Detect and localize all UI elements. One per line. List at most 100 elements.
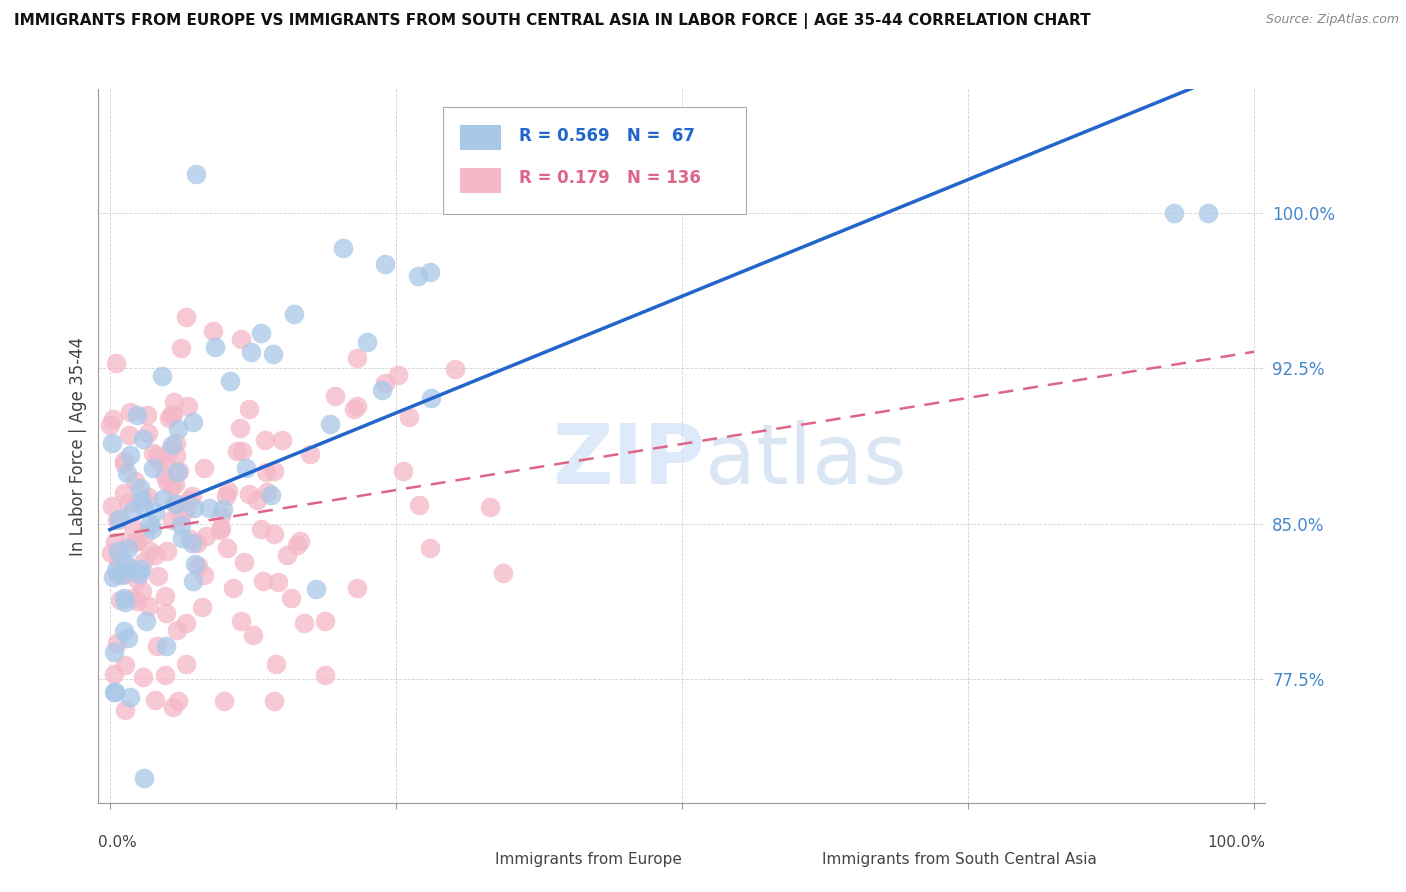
Text: IMMIGRANTS FROM EUROPE VS IMMIGRANTS FROM SOUTH CENTRAL ASIA IN LABOR FORCE | AG: IMMIGRANTS FROM EUROPE VS IMMIGRANTS FRO… [14,13,1091,29]
Point [176,615,198,630]
Point [419,265,441,279]
Point [125,572,148,586]
Point [135,408,157,422]
Point [256,485,278,500]
Point [299,447,322,461]
Point [146,569,169,583]
Point [104,534,127,549]
Point [229,421,252,435]
Point [127,533,149,548]
Bar [460,125,501,150]
Point [239,344,262,359]
Point [238,486,260,500]
Point [112,624,135,638]
Point [104,685,127,699]
Point [155,639,177,653]
Point [159,442,181,457]
Point [1163,206,1185,220]
Point [254,466,277,480]
Point [229,332,252,346]
Point [153,589,176,603]
Text: ZIP: ZIP [553,420,706,500]
Point [229,615,252,629]
Point [103,666,125,681]
Point [166,465,188,479]
Point [125,533,148,548]
Y-axis label: In Labor Force | Age 35-44: In Labor Force | Age 35-44 [69,336,87,556]
Point [419,541,441,555]
Point [132,555,155,569]
Point [262,347,284,361]
Point [167,422,190,436]
Point [117,632,139,646]
Point [165,497,187,511]
Point [186,168,208,182]
Point [356,334,378,349]
Point [238,402,260,417]
Point [172,531,194,545]
Point [103,685,125,699]
Point [131,492,153,507]
Point [193,461,215,475]
Point [105,563,128,577]
Point [233,555,256,569]
Point [387,368,409,383]
Point [129,481,152,495]
Point [374,258,396,272]
Point [122,591,145,606]
Point [101,570,124,584]
Point [160,478,183,492]
Point [125,593,148,607]
Point [132,499,155,513]
Point [346,581,368,595]
Text: 100.0%: 100.0% [1208,835,1265,850]
Point [135,614,157,628]
Point [105,513,128,527]
Point [179,532,201,546]
Point [139,517,162,532]
Point [332,241,354,255]
Point [114,703,136,717]
Point [165,436,187,450]
Point [179,492,201,507]
Point [160,409,183,423]
Point [166,623,188,637]
Point [152,491,174,506]
Point [132,432,155,446]
Point [132,771,155,785]
Point [219,374,242,388]
Point [183,415,205,429]
Point [263,464,285,478]
Point [112,457,135,471]
Point [285,539,308,553]
Point [180,490,202,504]
Point [162,438,184,452]
Point [209,521,232,535]
Point [184,558,207,572]
Point [170,518,193,533]
Point [212,694,235,708]
Point [143,693,166,707]
Point [174,310,197,324]
Point [408,499,430,513]
Point [163,496,186,510]
Point [292,616,315,631]
Point [114,595,136,609]
Point [246,492,269,507]
Point [143,549,166,563]
Point [142,446,165,460]
Point [444,361,467,376]
Point [120,448,142,462]
Point [111,568,134,582]
Text: R = 0.179   N = 136: R = 0.179 N = 136 [519,169,700,187]
Point [121,504,143,518]
Point [104,356,127,370]
Point [141,522,163,536]
Point [226,443,249,458]
Point [98,418,121,433]
Point [156,544,179,558]
Point [117,496,139,510]
Point [127,409,149,423]
Text: R = 0.569   N =  67: R = 0.569 N = 67 [519,127,695,145]
Point [136,425,159,440]
